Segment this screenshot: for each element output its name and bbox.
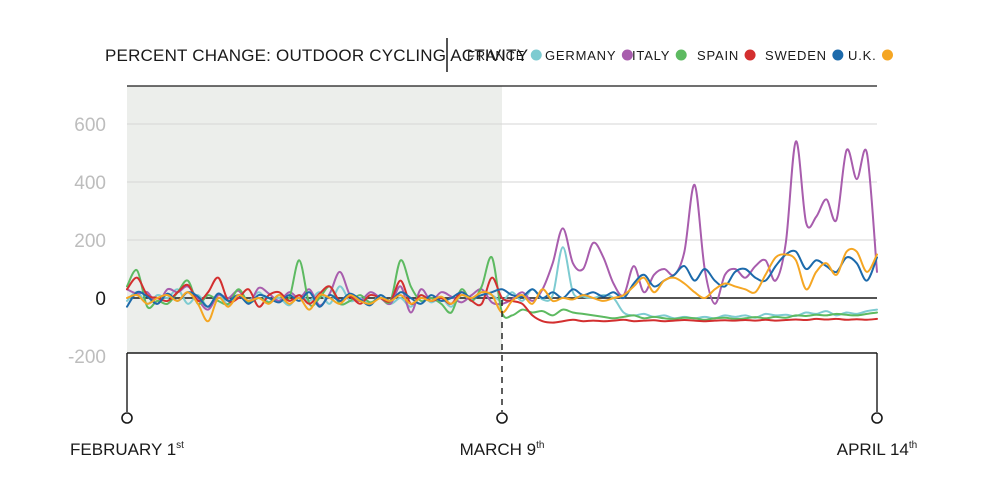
milestone-marker bbox=[496, 412, 508, 424]
shaded-period bbox=[127, 86, 502, 353]
legend-label: SWEDEN bbox=[765, 48, 827, 63]
milestone-label: FEBRUARY 1st bbox=[70, 440, 184, 459]
legend-label: FRANCE bbox=[467, 48, 525, 63]
legend-item-france: FRANCE bbox=[467, 48, 542, 63]
legend-label: ITALY bbox=[632, 48, 670, 63]
y-tick-label: 400 bbox=[74, 173, 106, 194]
y-tick-label: 200 bbox=[74, 231, 106, 252]
series-line-spain bbox=[126, 276, 878, 324]
legend: FRANCE GERMANY ITALY SPAIN SWEDEN U.K. bbox=[467, 48, 893, 63]
legend-item-germany: GERMANY bbox=[545, 48, 633, 63]
legend-item-spain: SPAIN bbox=[697, 48, 756, 63]
y-tick-label: 0 bbox=[95, 289, 106, 310]
legend-label: GERMANY bbox=[545, 48, 616, 63]
legend-item-sweden: SWEDEN bbox=[765, 48, 844, 63]
legend-swatch bbox=[675, 49, 687, 61]
legend-item-italy: ITALY bbox=[632, 48, 687, 63]
series-line-sweden bbox=[126, 249, 878, 308]
milestone-marker bbox=[121, 412, 133, 424]
legend-label: SPAIN bbox=[697, 48, 739, 63]
legend-swatch bbox=[744, 49, 756, 61]
legend-label: U.K. bbox=[848, 48, 876, 63]
milestone-label: APRIL 14th bbox=[837, 440, 917, 459]
milestone-label: MARCH 9th bbox=[460, 440, 545, 459]
background-layer bbox=[127, 86, 502, 353]
legend-swatch bbox=[621, 49, 633, 61]
legend-swatch bbox=[832, 49, 844, 61]
legend-item-uk: U.K. bbox=[848, 48, 893, 63]
y-tick-label: -200 bbox=[68, 347, 106, 368]
legend-swatch bbox=[530, 49, 542, 61]
milestone-marker bbox=[871, 412, 883, 424]
legend-swatch bbox=[881, 49, 893, 61]
axis-layer: FEBRUARY 1st MARCH 9th APRIL 14th bbox=[70, 300, 917, 459]
header: PERCENT CHANGE: OUTDOOR CYCLING ACTIVITY bbox=[105, 38, 528, 72]
chart-title: PERCENT CHANGE: OUTDOOR CYCLING ACTIVITY bbox=[105, 46, 528, 65]
y-tick-label: 600 bbox=[74, 115, 106, 136]
